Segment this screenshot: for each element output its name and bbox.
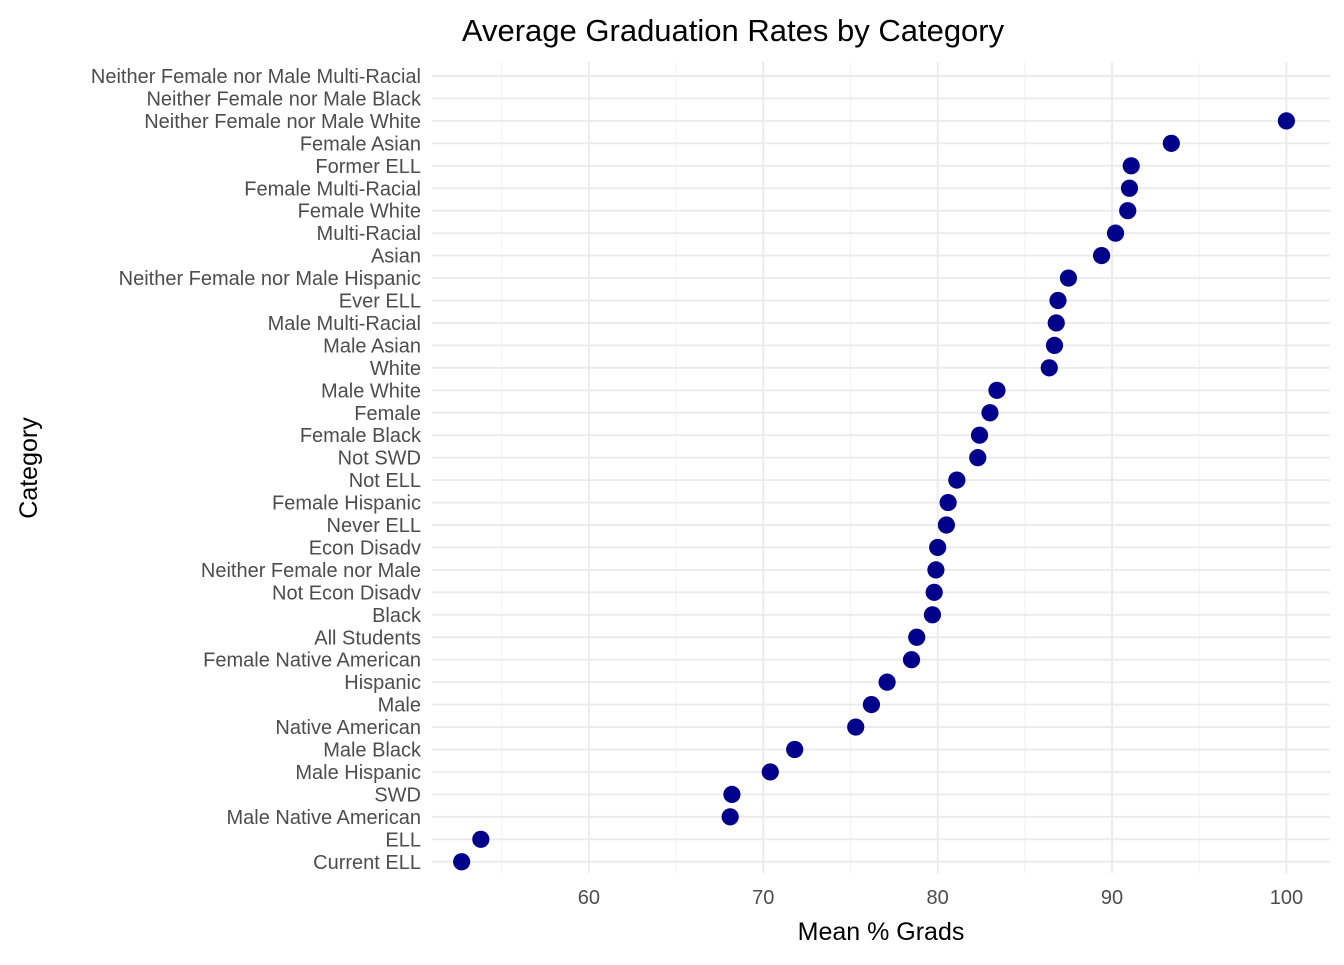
data-point [1045,336,1064,354]
data-point [970,426,989,444]
category-label: Neither Female nor Male [201,560,421,582]
category-label: Neither Female nor Male Multi-Racial [91,66,421,88]
category-label: Neither Female nor Male Hispanic [119,268,421,290]
x-tick-label: 70 [752,887,774,909]
data-point [1040,359,1058,377]
data-point [908,628,926,646]
category-label: Male Native American [226,807,421,829]
data-points [453,112,1296,871]
data-point [1119,202,1137,220]
category-label: Neither Female nor Male Black [146,88,422,110]
category-label: Female Black [300,425,422,447]
data-point [1092,247,1111,265]
category-label: Not SWD [338,448,421,470]
data-point [1059,269,1078,287]
data-point [1122,157,1140,175]
category-label: Never ELL [327,515,422,537]
data-point [929,538,947,557]
category-label: Ever ELL [339,291,421,313]
data-point [923,606,942,624]
data-point [925,583,943,601]
category-label: Female Native American [203,650,421,672]
category-label: Male Hispanic [295,762,421,784]
category-label: Female [354,403,421,425]
category-label: Not Econ Disadv [272,582,421,604]
category-label: Female Asian [300,133,421,155]
category-label: Econ Disadv [309,537,421,559]
category-tick-labels: Neither Female nor Male Multi-RacialNeit… [91,66,422,874]
category-label: All Students [314,627,421,649]
category-label: Male Black [323,740,422,762]
category-label: ELL [385,829,421,851]
category-label: Black [372,605,422,627]
category-label: Hispanic [344,672,421,694]
data-point [1106,224,1125,242]
data-point [1049,291,1067,310]
data-point [988,381,1006,399]
category-label: Not ELL [349,470,421,492]
category-label: Multi-Racial [317,223,421,245]
data-point [1047,314,1065,332]
data-point [948,471,966,489]
x-tick-label: 100 [1270,887,1303,909]
data-point [1120,179,1139,197]
category-label: Current ELL [313,852,421,874]
category-label: Female Multi-Racial [244,178,421,200]
category-label: Female White [298,201,421,223]
x-tick-label: 90 [1101,887,1123,909]
chart-title: Average Graduation Rates by Category [462,13,1005,48]
category-label: Native American [275,717,421,739]
category-label: Male [378,695,421,717]
data-point [902,651,921,669]
data-point [939,493,957,512]
data-point [1162,134,1180,152]
category-label: Former ELL [315,156,421,178]
category-label: SWD [374,784,421,806]
category-label: White [370,358,421,380]
data-point [1277,112,1296,130]
data-point [927,561,945,579]
data-point [472,830,490,848]
x-tick-label: 60 [578,887,600,909]
major-gridlines [432,62,1330,873]
category-label: Asian [371,246,421,268]
category-label: Male Asian [323,335,421,357]
category-label: Neither Female nor Male White [144,111,421,133]
data-point [981,404,999,422]
data-point [847,718,865,736]
minor-gridlines [501,62,1200,873]
data-point [721,808,739,826]
data-point [878,673,896,691]
y-axis-title: Category [15,417,43,519]
x-tick-labels: 60 70 80 90 100 [578,887,1303,909]
data-point [969,449,987,467]
data-point [786,740,804,759]
category-label: Female Hispanic [272,493,421,515]
category-label: Male Multi-Racial [268,313,421,335]
data-point [862,696,881,714]
x-axis-title: Mean % Grads [798,918,965,946]
x-tick-label: 80 [927,887,949,909]
data-point [453,853,471,871]
data-point [761,763,779,781]
data-point [937,516,955,534]
category-label: Male White [321,380,421,402]
data-point [723,785,741,804]
